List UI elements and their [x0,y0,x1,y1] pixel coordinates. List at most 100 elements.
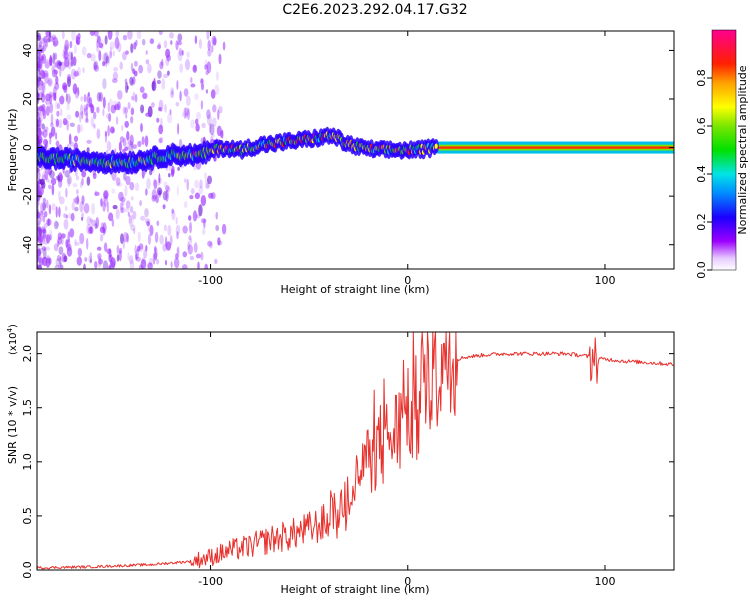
spectrogram-speckle-cell [117,90,123,100]
spectrogram-speckle-cell [56,103,61,109]
spectrogram-speckle-cell [155,194,159,204]
spectrogram-speckle-cell [43,70,49,78]
spectrogram-speckle-cell [89,259,93,264]
snr-frame [36,331,675,571]
spectrogram-speckle-cell [194,192,200,200]
spectrogram-speckle-cell [71,202,75,211]
spectrogram-speckle-cell [165,185,170,192]
spectrogram-speckle-cell [169,235,173,246]
spectrogram-speckle-cell [144,208,149,218]
spectrogram-speckle-cell [145,218,151,224]
spectrogram-speckle-cell [94,223,98,230]
spectrogram-speckle-cell [218,106,223,114]
snr-background [37,332,674,570]
spectrogram-speckle-cell [38,186,41,198]
spectrogram-speckle-cell [41,246,47,251]
spectrogram-speckle-cell [177,122,180,135]
spectrogram-speckle-cell [80,96,84,102]
spectrogram-speckle-cell [68,95,71,104]
spectrogram-speckle-cell [106,140,112,152]
spectrogram-speckle-cell [222,41,226,51]
spectrogram-speckle-cell [176,80,179,90]
spectrogram-speckle-cell [37,106,42,118]
spectrogram-speckle-cell [147,262,153,269]
spectrogram-speckle-cell [207,40,211,51]
spectrogram-speckle-cell [87,91,90,97]
spectrogram-speckle-cell [153,179,158,190]
spectrogram-speckle-cell [214,84,220,96]
spectrogram-speckle-cell [40,178,45,186]
spectrogram-speckle-cell [120,233,124,245]
spectrogram-speckle-cell [51,177,57,186]
spectrogram-speckle-cell [118,141,122,152]
spectrogram-speckle-cell [160,117,163,129]
spectrogram-speckle-cell [60,94,65,106]
spectrogram-speckle-cell [77,87,80,96]
spectrogram-speckle-cell [72,56,77,67]
spectrogram-speckle-cell [84,257,88,262]
spectrogram-speckle-cell [169,109,172,116]
spectrogram-speckle-cell [49,56,53,67]
spectrogram-speckle-cell [76,36,81,46]
spectrogram-speckle-cell [187,108,190,121]
spectrogram-speckle-cell [170,261,173,269]
colorbar-tick-label: 0.4 [695,165,708,183]
spectrogram-speckle-cell [83,107,89,116]
spectrogram-speckle-cell [58,262,63,269]
spectrogram-speckle-cell [121,124,124,132]
spectrogram-speckle-cell [123,232,129,243]
spectrogram-speckle-cell [65,239,69,248]
snr-x-tick-label: -100 [198,575,223,588]
spectrogram-speckle-cell [175,102,180,107]
spectrogram-speckle-cell [156,44,161,50]
spectrogram-speckle-cell [149,38,155,45]
spectrogram-speckle-cell [37,67,40,79]
spectrogram-speckle-cell [106,201,109,214]
spectrogram-speckle-cell [186,178,189,191]
spectrogram-speckle-cell [177,41,183,46]
spectrogram-speckle-cell [135,39,138,47]
spectrogram-speckle-cell [220,130,223,139]
spectrogram-speckle-cell [145,188,148,196]
spectrogram-speckle-cell [119,202,124,210]
spectrogram-speckle-cell [39,210,44,222]
spectrogram-speckle-cell [130,116,134,124]
spectrogram-speckle-cell [209,123,212,129]
spectrogram-speckle-cell [68,213,73,219]
spectrogram-speckle [37,31,227,269]
spectrogram-speckle-cell [51,64,56,72]
spectrogram-speckle-cell [41,174,46,181]
spectrogram-speckle-cell [144,135,149,147]
spectrogram-speckle-cell [48,204,52,215]
spectrogram-speckle-cell [40,104,46,112]
figure-title: C2E6.2023.292.04.17.G32 [282,2,467,18]
spectrogram-speckle-cell [64,57,70,68]
spectrogram-speckle-cell [154,245,157,253]
spectrogram-speckle-cell [93,61,97,71]
spectrogram-speckle-cell [194,35,198,45]
spectrogram-speckle-cell [52,92,57,101]
spectrogram-speckle-cell [66,243,72,251]
spectrogram-speckle-cell [59,95,65,105]
spectrogram-speckle-cell [214,258,218,265]
spectrogram-speckle-cell [133,70,138,77]
spectrogram-speckle-cell [116,182,123,187]
spectrogram-speckle-cell [190,83,196,88]
spectrogram-speckle-cell [127,31,133,40]
colorbar-gradient [711,29,737,271]
spectrogram-speckle-cell [49,170,55,179]
spectrogram-speckle-cell [104,35,108,45]
spectrogram-speckle-cell [69,122,75,128]
spectrogram-speckle-cell [189,195,194,200]
spectrogram-speckle-cell [118,191,124,202]
spectrogram-speckle-cell [102,108,105,117]
spectrogram-speckle-cell [129,76,134,86]
spectrogram-speckle-cell [59,196,65,205]
spectrogram-speckle-cell [58,119,63,129]
spectrogram-speckle-cell [143,249,148,259]
spectrogram-speckle-cell [71,31,76,41]
spectrogram-speckle-cell [182,251,188,258]
spectrogram-speckle-cell [122,137,127,147]
spectrogram-speckle-cell [77,124,81,134]
snr-exponent-close: ) [8,324,19,328]
